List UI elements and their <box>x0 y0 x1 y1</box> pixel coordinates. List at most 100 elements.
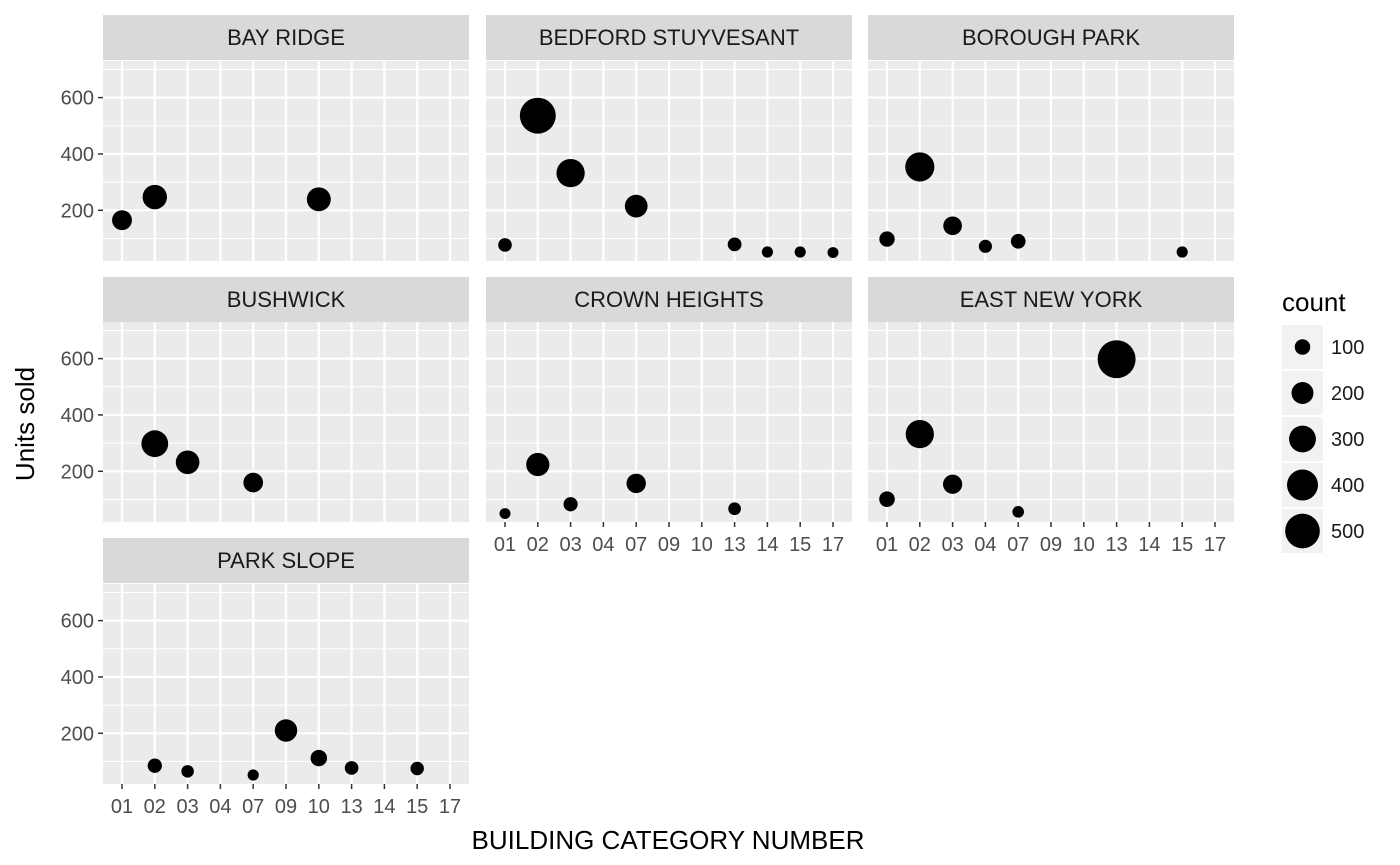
x-tick-label: 03 <box>559 534 581 556</box>
y-tick-label: 600 <box>61 349 94 371</box>
facet-strip-label: BAY RIDGE <box>227 25 345 50</box>
facet-strip-label: PARK SLOPE <box>217 548 355 573</box>
y-tick-label: 400 <box>61 405 94 427</box>
x-tick-label: 01 <box>111 796 133 818</box>
x-tick-label: 09 <box>275 796 297 818</box>
data-point <box>499 508 511 520</box>
facet-strip <box>868 277 1234 322</box>
facet-strip-label: EAST NEW YORK <box>960 287 1143 312</box>
facet-panel: CROWN HEIGHTS 01 02 03 04 07 09 10 13 14 15 17 <box>486 277 852 556</box>
x-tick-label: 14 <box>756 534 778 556</box>
y-tick-label: 200 <box>61 723 94 745</box>
x-tick-label: 01 <box>494 534 516 556</box>
x-axis-title: BUILDING CATEGORY NUMBER <box>472 825 865 855</box>
facet-strip-label: BEDFORD STUYVESANT <box>539 25 799 50</box>
x-tick-label: 15 <box>1171 534 1193 556</box>
x-tick-label: 01 <box>876 534 898 556</box>
data-point <box>827 247 839 259</box>
x-tick-label: 14 <box>1138 534 1160 556</box>
data-point <box>344 761 359 775</box>
legend-label: 500 <box>1331 521 1364 543</box>
y-axis-title: Units sold <box>10 367 40 481</box>
x-tick-label: 03 <box>176 796 198 818</box>
x-tick-label: 02 <box>144 796 166 818</box>
y-tick-label: 400 <box>61 667 94 689</box>
data-point <box>410 761 424 776</box>
data-point <box>556 158 585 188</box>
data-point <box>879 491 895 507</box>
x-tick-label: 04 <box>974 534 996 556</box>
data-point <box>563 497 578 512</box>
facet-strip-label: CROWN HEIGHTS <box>574 287 763 312</box>
x-tick-label: 13 <box>1105 534 1127 556</box>
x-tick-label: 10 <box>1073 534 1095 556</box>
y-tick-label: 200 <box>61 200 94 222</box>
x-tick-label: 15 <box>406 796 428 818</box>
data-point <box>142 184 167 210</box>
data-point <box>943 216 962 236</box>
x-tick-label: 07 <box>1007 534 1029 556</box>
facet-panel: BUSHWICK 200 400 600 <box>61 277 469 522</box>
data-point <box>1176 246 1188 258</box>
x-tick-label: 09 <box>658 534 680 556</box>
facet-strip-label: BUSHWICK <box>227 287 346 312</box>
facet-strip <box>103 538 469 583</box>
legend-key-point <box>1294 339 1311 355</box>
size-legend: count 100 200 300 400 500 <box>1282 287 1364 553</box>
x-tick-label: 03 <box>941 534 963 556</box>
x-tick-label: 17 <box>1204 534 1226 556</box>
facet-strip <box>103 277 469 322</box>
data-point <box>794 246 806 258</box>
x-tick-label: 13 <box>340 796 362 818</box>
legend-key-point <box>1286 469 1319 501</box>
data-point <box>274 719 298 742</box>
x-tick-label: 17 <box>439 796 461 818</box>
x-tick-label: 09 <box>1040 534 1062 556</box>
data-point <box>306 187 331 212</box>
legend-label: 400 <box>1331 475 1364 497</box>
data-point <box>978 239 992 253</box>
y-tick-label: 200 <box>61 461 94 483</box>
x-tick-label: 10 <box>691 534 713 556</box>
y-tick-label: 400 <box>61 144 94 166</box>
data-point <box>626 473 646 494</box>
legend-title: count <box>1282 287 1346 317</box>
data-point <box>310 749 328 767</box>
data-point <box>1097 340 1136 379</box>
legend-key-point <box>1285 513 1320 549</box>
y-tick-label: 600 <box>61 611 94 633</box>
facet-panel: BOROUGH PARK <box>868 15 1234 261</box>
x-tick-label: 07 <box>242 796 264 818</box>
legend-label: 100 <box>1331 337 1364 359</box>
data-point <box>905 419 934 449</box>
x-tick-label: 02 <box>527 534 549 556</box>
data-point <box>761 246 773 258</box>
x-tick-label: 15 <box>789 534 811 556</box>
facet-strip <box>103 15 469 60</box>
data-point <box>112 210 132 231</box>
legend-key-point <box>1291 382 1314 404</box>
data-point <box>243 472 264 493</box>
facet-strip <box>486 15 852 60</box>
x-tick-label: 02 <box>909 534 931 556</box>
x-tick-label: 13 <box>723 534 745 556</box>
x-tick-label: 07 <box>625 534 647 556</box>
x-tick-label: 14 <box>373 796 395 818</box>
legend-key-point <box>1289 425 1316 453</box>
data-point <box>175 450 200 475</box>
data-point <box>247 769 259 781</box>
data-point <box>728 502 741 516</box>
y-tick-label: 600 <box>61 88 94 110</box>
data-point <box>942 474 963 494</box>
facet-strip-label: BOROUGH PARK <box>962 25 1140 50</box>
data-point <box>141 430 169 458</box>
facet-panel: BEDFORD STUYVESANT <box>486 15 852 261</box>
data-point <box>181 765 194 778</box>
x-tick-label: 17 <box>822 534 844 556</box>
data-point <box>879 231 895 247</box>
facet-strip <box>486 277 852 322</box>
facet-panel: PARK SLOPE 200 400 600 01 02 03 04 07 09 10 13 14 15 1… <box>61 538 469 818</box>
data-point <box>519 97 556 134</box>
facet-panel: EAST NEW YORK 01 02 03 04 07 09 10 13 14 15 17 <box>868 277 1234 556</box>
